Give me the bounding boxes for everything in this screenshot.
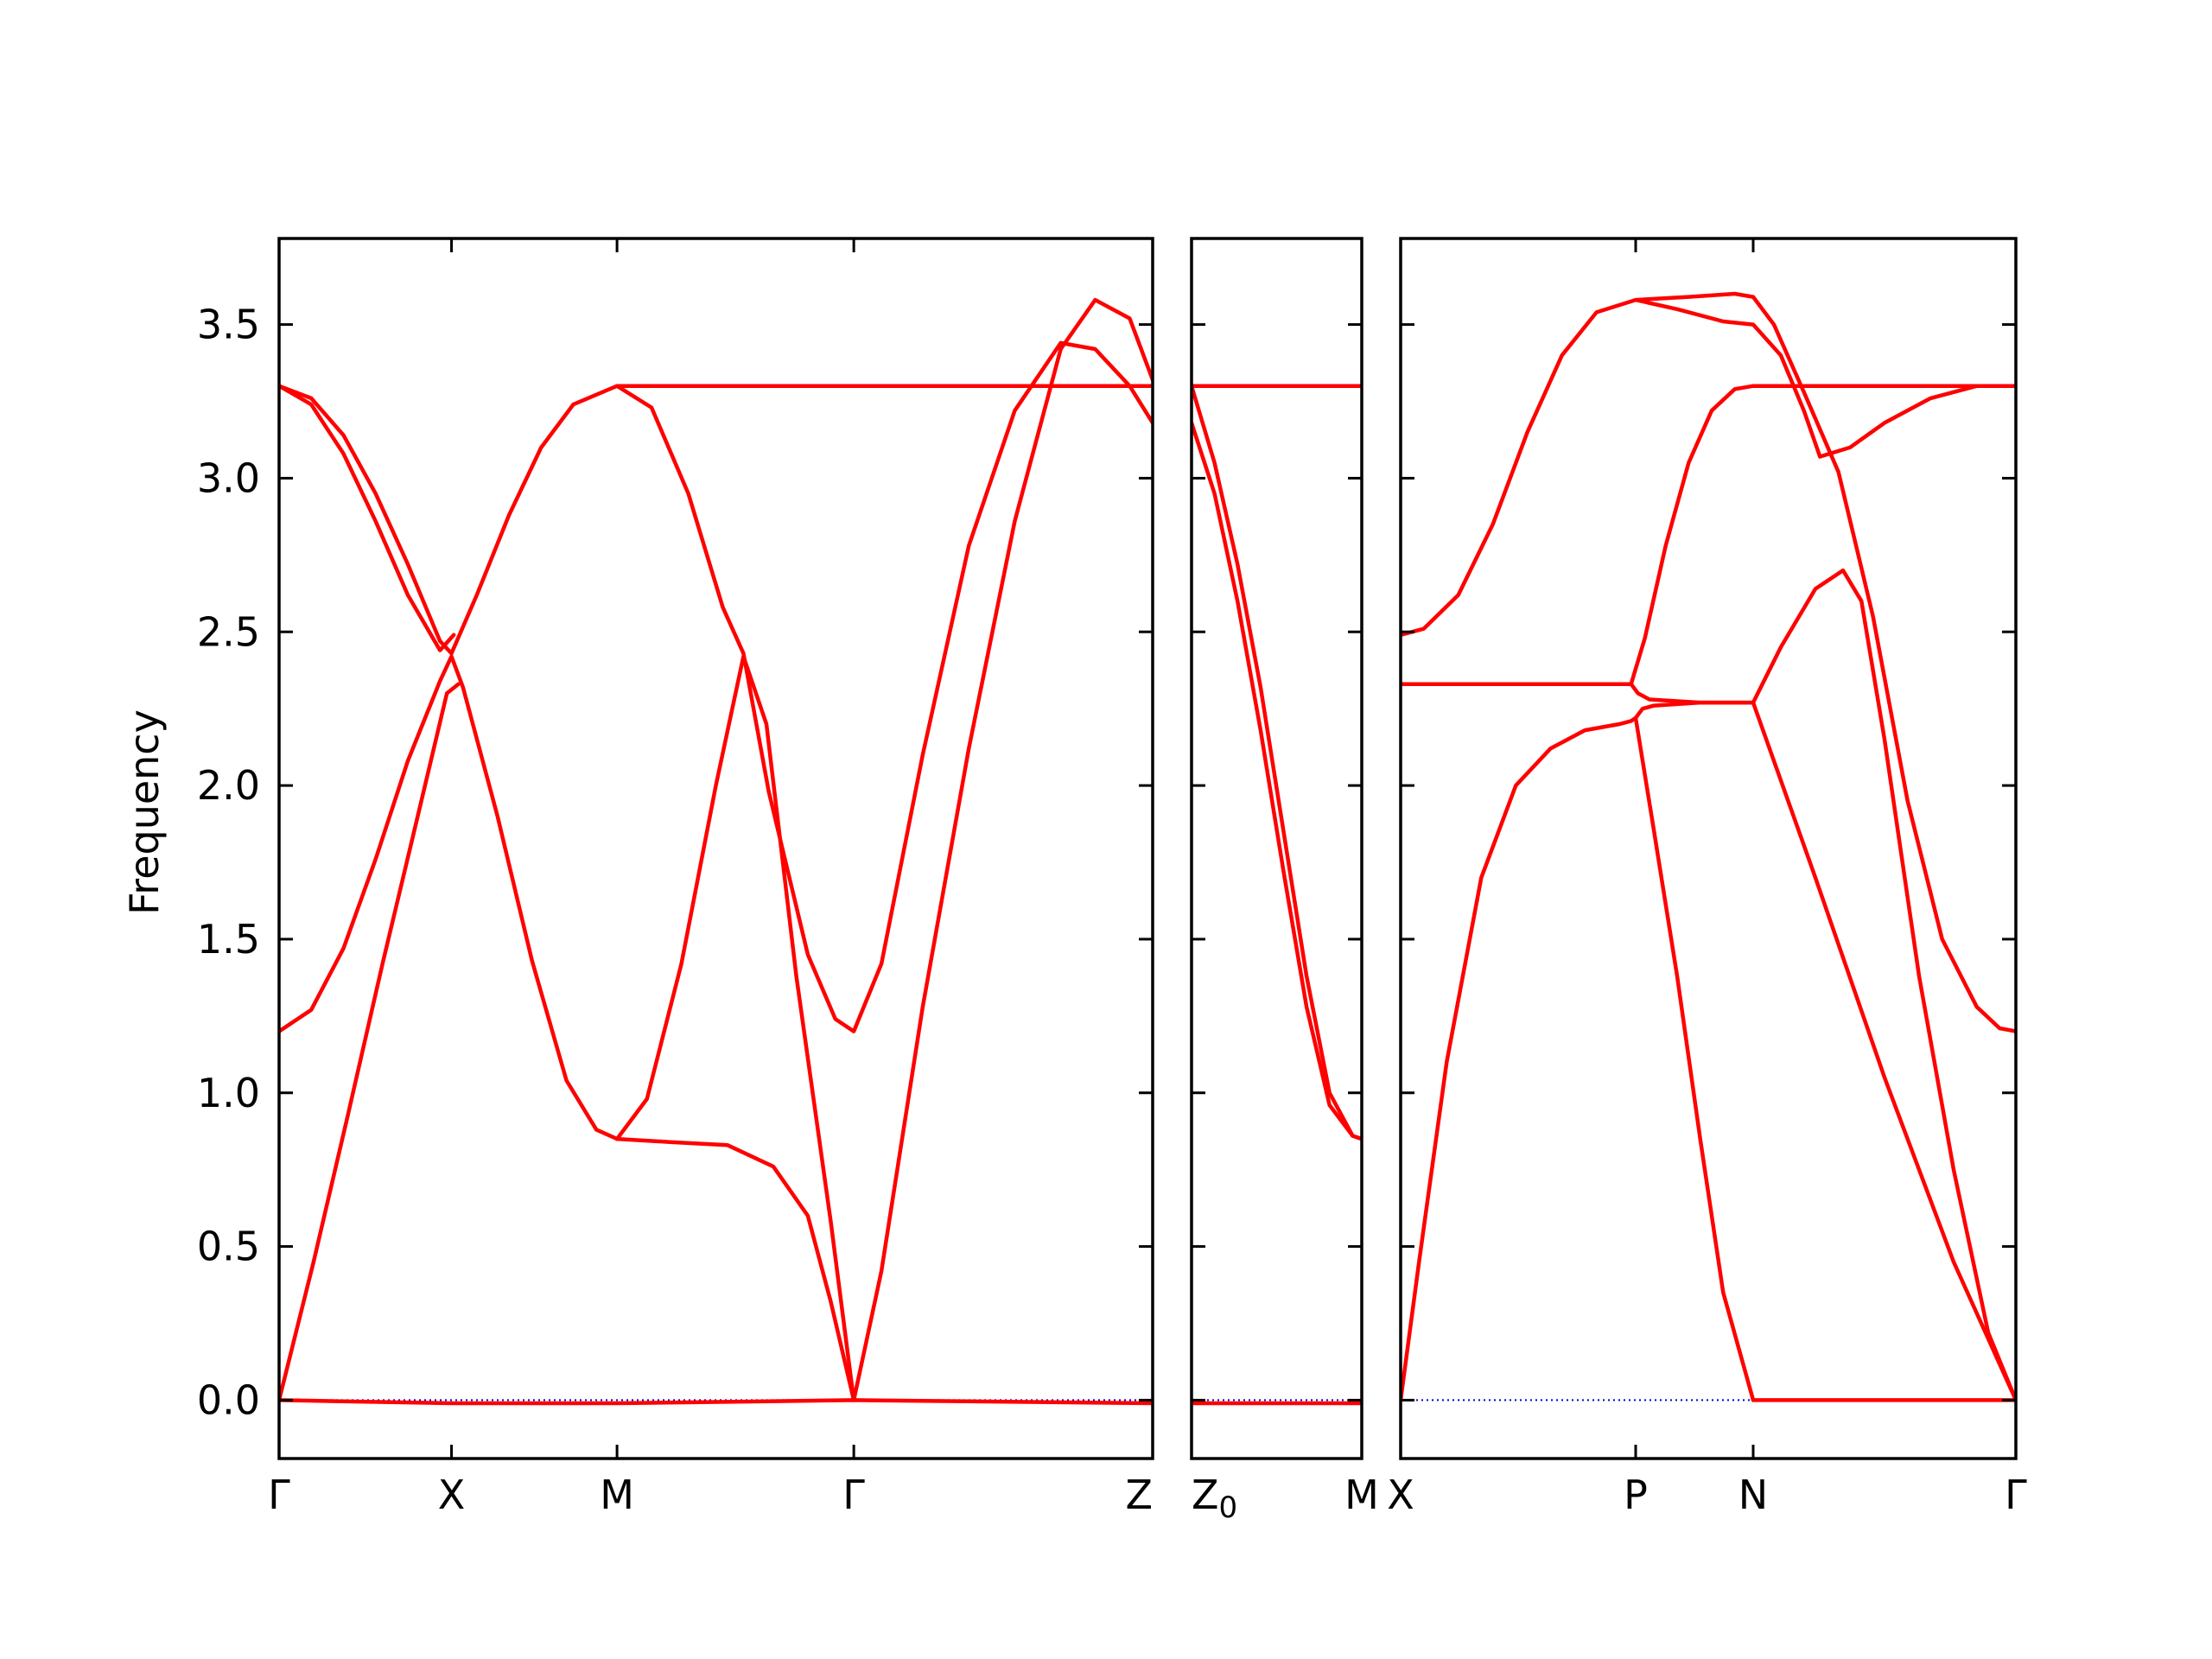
band-series-group bbox=[279, 297, 1153, 1406]
x-tick-label: P bbox=[1624, 1471, 1648, 1518]
band-line-3 bbox=[279, 654, 620, 1141]
band-series-group bbox=[1401, 291, 2016, 1402]
x-tick-label: M bbox=[600, 1471, 634, 1518]
y-tick-label: 0.5 bbox=[197, 1224, 260, 1270]
x-tick-label: Γ bbox=[842, 1471, 865, 1518]
x-tick-label: Γ bbox=[268, 1471, 290, 1518]
band-line-1 bbox=[1401, 297, 2016, 638]
band-line-2 bbox=[1633, 291, 2016, 1033]
y-tick-label: 3.5 bbox=[197, 302, 260, 348]
x-tick-label: M bbox=[1344, 1471, 1379, 1518]
y-tick-label: 1.0 bbox=[197, 1070, 260, 1116]
band-line-1 bbox=[279, 384, 620, 656]
y-tick-label: 0.0 bbox=[197, 1376, 260, 1423]
panels: 0.00.51.01.52.02.53.03.5Γ X M Γ Z Z0 M X P N Γ bbox=[197, 237, 2027, 1525]
panel-frame bbox=[277, 237, 1154, 1460]
band-line-8 bbox=[1633, 715, 1756, 1402]
y-tick-label: 1.5 bbox=[197, 916, 260, 963]
band-line-3 bbox=[1192, 421, 1362, 1141]
band-line-2 bbox=[279, 384, 456, 652]
x-tick-label: N bbox=[1738, 1471, 1768, 1518]
panel-1: 0.0 0.5 1.0 1.5 2.0 2.5 3.0 3.5 Γ X M Γ Z bbox=[197, 237, 1154, 1518]
band-series-group bbox=[1192, 384, 1362, 1406]
panel-frame bbox=[1190, 237, 1363, 1460]
y-axis-label: Frequency bbox=[121, 709, 168, 915]
band-line-4 bbox=[279, 682, 461, 1402]
x-tick-label: X bbox=[438, 1471, 466, 1518]
band-line-7 bbox=[614, 1136, 856, 1402]
band-line-9 bbox=[1751, 568, 2016, 1402]
band-line-7 bbox=[1401, 700, 1756, 1402]
band-line-9 bbox=[279, 1398, 1153, 1406]
x-tick-label: Γ bbox=[2005, 1471, 2027, 1518]
y-tick-label: 2.0 bbox=[197, 762, 260, 809]
band-line-4 bbox=[1629, 384, 1756, 686]
band-line-10 bbox=[1751, 700, 2016, 1402]
x-tick-label: Z bbox=[1125, 1471, 1153, 1518]
panel-2: Z0 M bbox=[1190, 237, 1379, 1525]
panel-frame bbox=[1399, 237, 2018, 1460]
x-tick-label: X bbox=[1387, 1471, 1414, 1518]
y-tick-label: 2.5 bbox=[197, 608, 260, 655]
y-tick-label: 3.0 bbox=[197, 454, 260, 501]
band-line-5 bbox=[614, 340, 1153, 1033]
band-line-2 bbox=[1192, 384, 1362, 1141]
